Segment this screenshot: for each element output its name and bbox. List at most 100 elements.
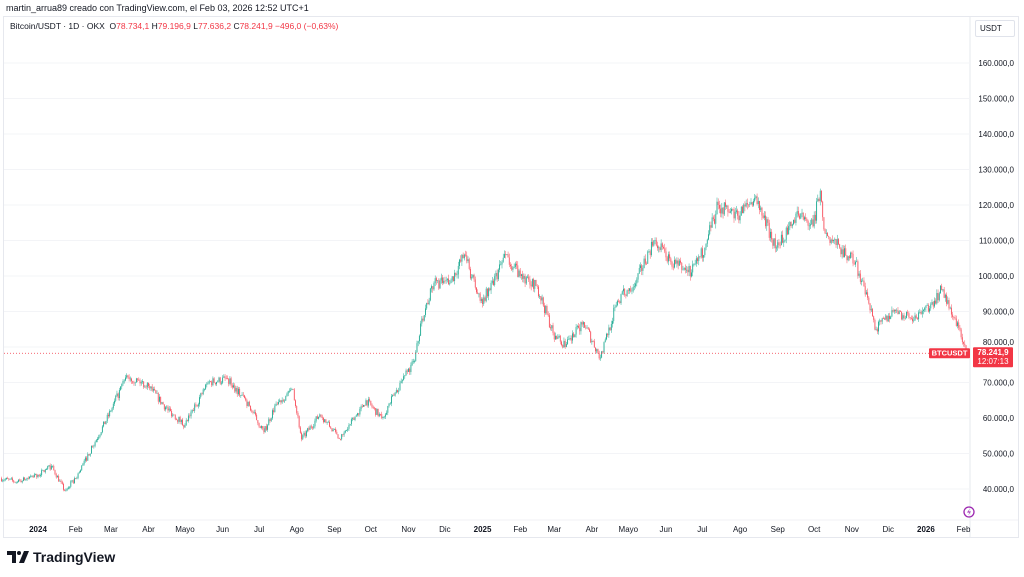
last-price-tag: BTCUSDT 78.241,9 12:07:13 bbox=[929, 347, 1013, 368]
candle-body bbox=[5, 477, 7, 480]
candle-body bbox=[669, 254, 671, 259]
lightning-alert-icon[interactable] bbox=[963, 506, 975, 518]
candle-body bbox=[722, 207, 724, 215]
candle-body bbox=[195, 404, 197, 406]
candle-body bbox=[342, 434, 344, 435]
candle-body bbox=[740, 206, 742, 216]
candle-body bbox=[449, 283, 451, 285]
candle-body bbox=[825, 233, 827, 234]
candle-body bbox=[117, 393, 119, 398]
candle-body bbox=[270, 418, 272, 421]
candle-body bbox=[880, 320, 882, 322]
candle-body bbox=[505, 254, 507, 255]
candle-body bbox=[712, 217, 714, 219]
candle-body bbox=[789, 222, 791, 227]
currency-selector[interactable]: USDT bbox=[975, 20, 1015, 37]
candle-body bbox=[537, 286, 539, 297]
candle-body bbox=[760, 207, 762, 210]
candle-body bbox=[530, 284, 532, 287]
candle-body bbox=[231, 385, 233, 388]
symbol-info[interactable]: Bitcoin/USDT · 1D · OKX bbox=[10, 21, 105, 31]
candle-body bbox=[579, 327, 581, 332]
candle-body bbox=[618, 300, 620, 302]
candle-body bbox=[629, 288, 630, 291]
candle-body bbox=[689, 265, 691, 277]
candle-body bbox=[754, 197, 756, 202]
candle-body bbox=[321, 416, 323, 418]
candle-body bbox=[269, 419, 271, 421]
candle-body bbox=[174, 415, 176, 420]
candle-body bbox=[857, 261, 859, 276]
candle-body bbox=[779, 245, 781, 246]
candle-body bbox=[539, 296, 541, 297]
candle-body bbox=[149, 386, 151, 389]
candle-body bbox=[788, 226, 790, 235]
candle-body bbox=[64, 489, 66, 491]
candle-body bbox=[103, 421, 105, 427]
x-tick-label: Feb bbox=[513, 525, 527, 534]
candle-body bbox=[193, 410, 194, 411]
candle-body bbox=[507, 254, 509, 258]
candle-body bbox=[236, 387, 238, 395]
candle-body bbox=[374, 407, 375, 409]
candle-body bbox=[375, 408, 377, 415]
candle-body bbox=[264, 426, 266, 433]
candle-body bbox=[839, 244, 841, 248]
tradingview-logo[interactable]: TradingView bbox=[7, 549, 115, 565]
candle-body bbox=[767, 219, 769, 223]
candle-body bbox=[428, 300, 430, 305]
candle-body bbox=[61, 482, 63, 484]
candle-body bbox=[830, 239, 832, 243]
y-tick-label: 90.000,0 bbox=[983, 308, 1015, 317]
candle-body bbox=[766, 219, 768, 227]
candle-body bbox=[800, 213, 802, 219]
candle-body bbox=[683, 267, 685, 270]
candle-body bbox=[920, 311, 922, 314]
candle-body bbox=[858, 273, 860, 276]
candle-body bbox=[710, 225, 712, 228]
candle-body bbox=[906, 312, 907, 318]
candle-body bbox=[729, 211, 731, 213]
candle-body bbox=[827, 233, 828, 237]
candle-body bbox=[901, 311, 903, 320]
candle-body bbox=[824, 229, 826, 234]
candle-body bbox=[525, 277, 527, 284]
x-tick-label: Mayo bbox=[175, 525, 195, 534]
candle-body bbox=[844, 248, 845, 258]
candle-body bbox=[921, 311, 923, 314]
candle-body bbox=[680, 260, 682, 263]
candle-body bbox=[469, 268, 471, 279]
candle-body bbox=[746, 203, 748, 205]
candle-body bbox=[511, 266, 513, 270]
candle-body bbox=[569, 338, 571, 340]
candle-body bbox=[910, 318, 912, 319]
candle-body bbox=[632, 286, 634, 291]
candle-body bbox=[84, 457, 86, 461]
candle-body bbox=[771, 231, 773, 240]
candle-body bbox=[165, 407, 166, 410]
candle-body bbox=[298, 416, 300, 428]
candle-body bbox=[554, 335, 556, 340]
candle-body bbox=[556, 335, 558, 339]
ohlc-legend: Bitcoin/USDT · 1D · OKX O78.734,1 H79.19… bbox=[10, 21, 338, 31]
candle-body bbox=[259, 426, 261, 428]
candle-body bbox=[663, 247, 664, 249]
candle-body bbox=[410, 365, 412, 373]
candle-body bbox=[213, 378, 215, 383]
candle-body bbox=[783, 240, 785, 243]
candle-body bbox=[87, 454, 89, 461]
candle-body bbox=[49, 465, 51, 470]
candle-body bbox=[31, 475, 33, 477]
candle-body bbox=[765, 215, 767, 227]
candle-body bbox=[403, 376, 405, 381]
candle-body bbox=[284, 400, 286, 402]
price-tag-countdown: 12:07:13 bbox=[977, 357, 1009, 366]
candle-body bbox=[389, 403, 391, 405]
x-tick-label: Oct bbox=[808, 525, 821, 534]
candle-body bbox=[757, 201, 759, 205]
close-value: 78.241,9 bbox=[239, 21, 273, 31]
candle-body bbox=[69, 486, 71, 488]
candle-body bbox=[357, 413, 358, 416]
candle-body bbox=[776, 247, 777, 249]
